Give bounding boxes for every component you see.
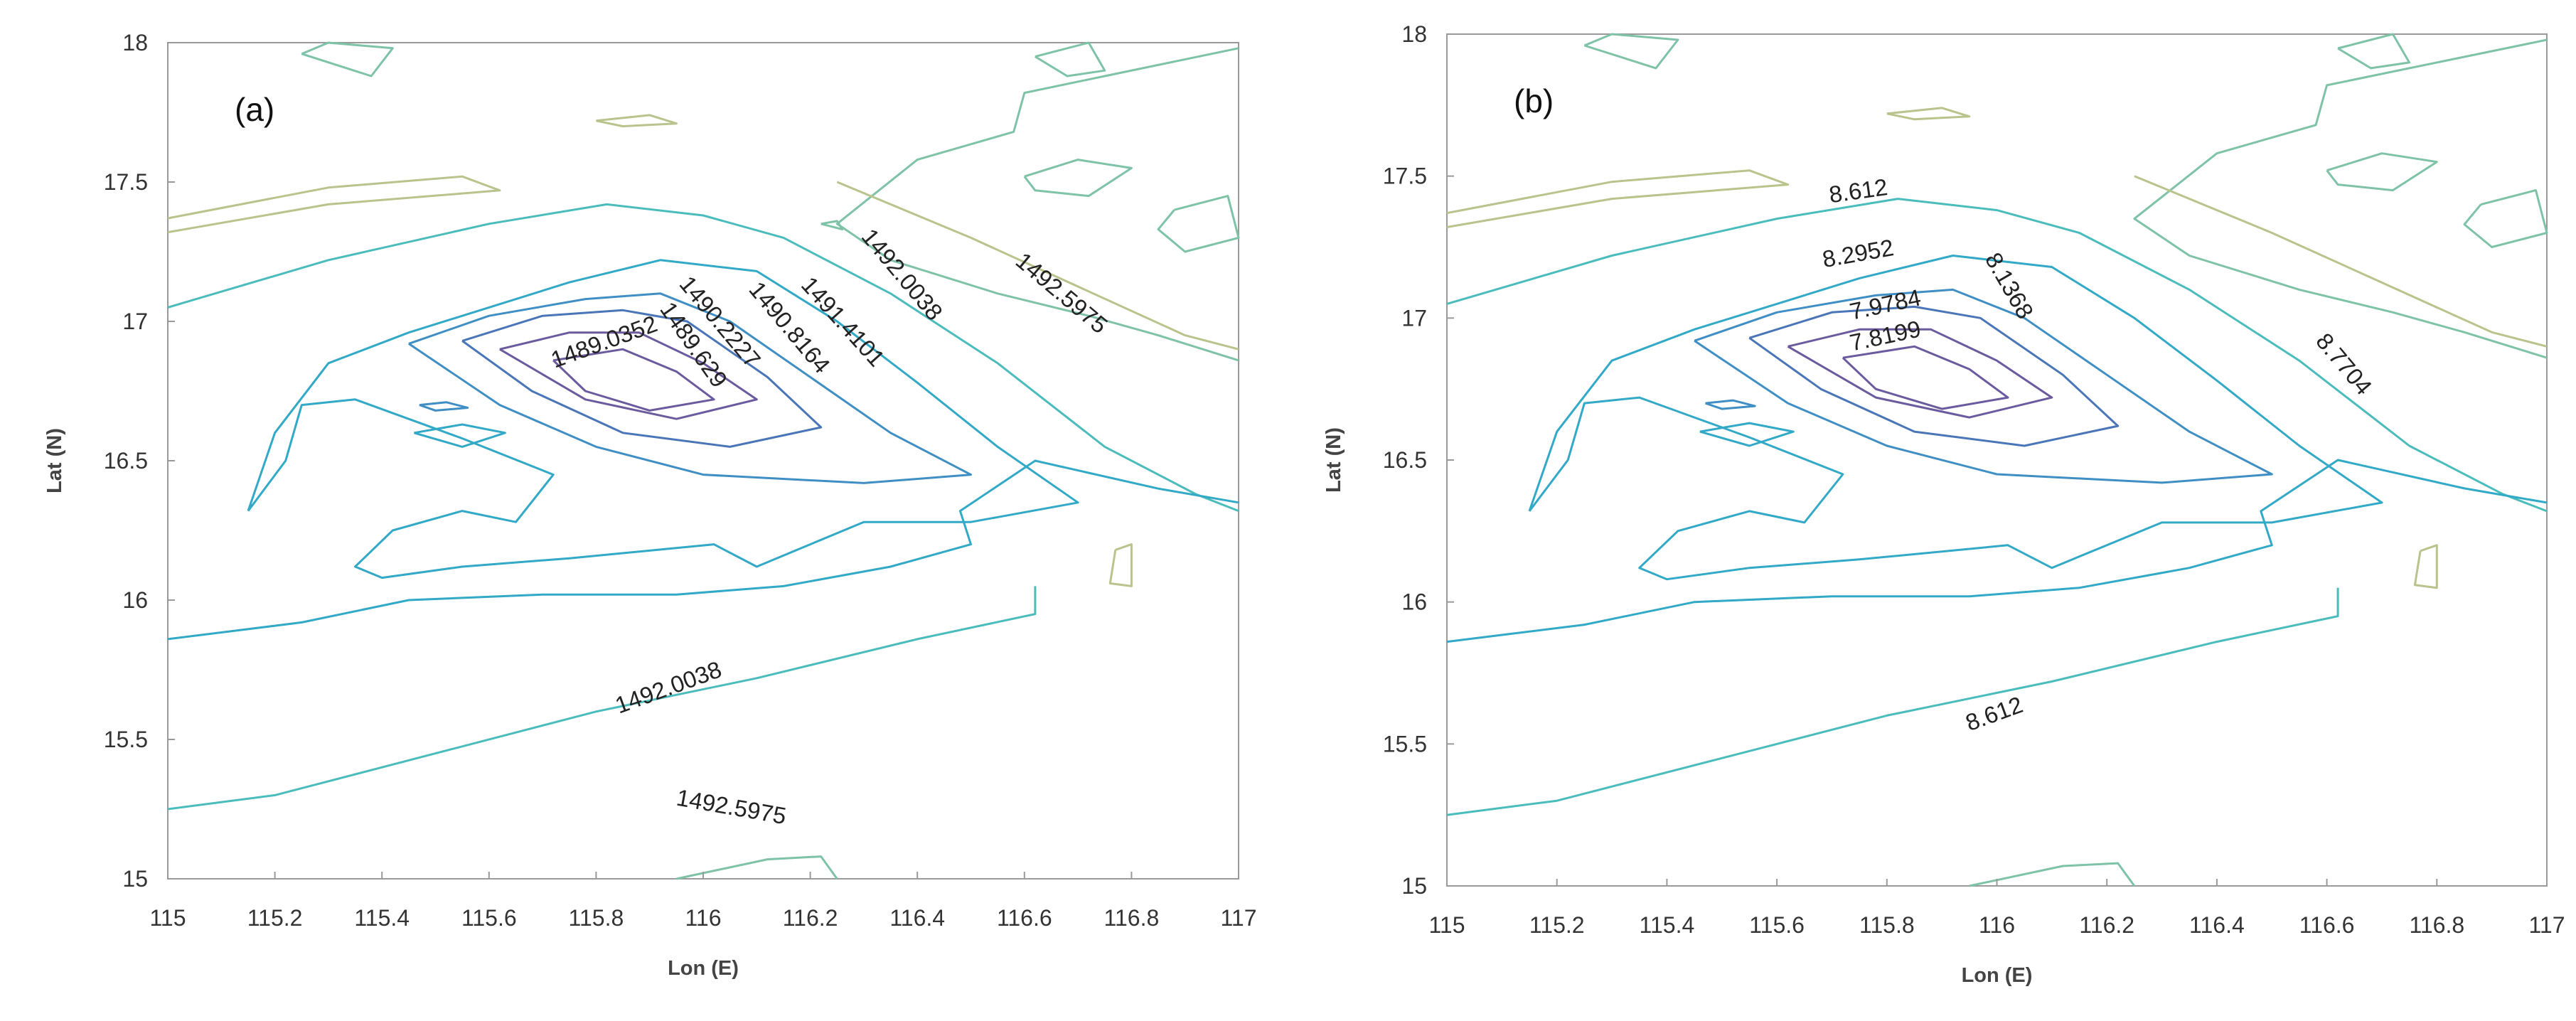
panel-b-xtick-label: 116.8 [2409,912,2464,938]
panel-b-ytick-label: 16.5 [1383,447,1427,473]
panel-a-contour-line-2 [596,114,678,128]
panel-a-contour-line-4 [676,855,838,880]
panel-b-xtick-label: 115.2 [1529,912,1585,938]
panel-a-xtick-label: 115.6 [461,905,517,931]
panel-b-contour-line-7 [1446,459,2548,643]
panel-b-contour-line-8 [1446,587,2339,816]
panel-a-xtick-label: 116.4 [889,905,945,931]
panel-a-contour-line-11 [461,309,823,448]
panel-b-ytick-label: 18 [1401,21,1427,47]
panel-a-contour-line-21 [821,220,844,231]
panel-b-xtick-label: 117 [2528,912,2565,938]
panel-a-ytick-label: 15 [122,866,148,892]
panel-b-contour-line-17 [1583,33,1679,70]
panel-a-ytick-label: 18 [122,30,148,55]
panel-b-xtick-label: 115.4 [1640,912,1695,938]
panel-b-ytick-label: 17 [1401,305,1427,331]
panel-b-ytick-label: 15.5 [1383,731,1427,757]
panel-a-ytick-label: 16.5 [104,448,148,474]
panel-b-contour-line-12 [1787,328,2053,419]
panel-b-chart: 115 115.2 115.4 115.6 115.8 116 116.2 116.4 116.… [1322,21,2565,987]
panel-b-xtick-label: 115 [1428,912,1465,938]
panel-b-contour-line-5 [2134,175,2548,348]
panel-b-xtick-label: 116.2 [2079,912,2134,938]
panel-b-contour-line-18 [2463,189,2548,248]
panel-a-y-axis-label: Lat (N) [43,428,66,493]
panel-b-contour-line-3 [2133,38,2548,359]
panel-b-ytick-label: 17.5 [1383,164,1427,189]
panel-b-plot-frame [1446,33,2548,887]
panel-a-xtick-label: 116.2 [783,905,838,931]
panel-b-contour-line-1 [1446,169,1790,228]
panel-b-xtick-label: 115.6 [1749,912,1805,938]
panel-a-xtick-label: 117 [1220,905,1256,931]
panel-b-contour-line-9 [1528,255,2383,581]
panel-b-contour-line-16 [2326,152,2438,192]
panel-b-contour-line-13 [1842,345,2009,410]
panel-a-plot-frame [167,42,1239,880]
panel-a-contour-line-7 [167,459,1239,641]
panel-b-contour-line-2 [1886,107,1971,121]
panel-b-y-axis-label: Lat (N) [1322,427,1345,493]
panel-a-contour-line-10 [408,292,972,484]
panel-a-contour-line-15 [413,423,506,448]
panel-a-xtick-label: 116.6 [997,905,1052,931]
panel-b-contour-line-15 [1699,422,1795,447]
panel-a-contour-line-19 [1035,41,1106,77]
panel-a-ytick-label: 15.5 [104,727,148,752]
panel-b-contour-line-20 [2413,544,2438,589]
panel-a-xtick-label: 116 [685,905,721,931]
panel-a-contour-line-1 [167,175,501,234]
panel-b-x-axis-label: Lon (E) [1962,964,2033,987]
panel-a-ytick-label: 17 [122,309,148,334]
panel-b-contour-line-14 [1705,399,1756,410]
panel-b-xtick-label: 116.4 [2189,912,2245,938]
panel-b-xtick-label: 116 [1979,912,2015,938]
panel-a-contour-line-8 [167,586,1037,811]
panel-a-contour-line-17 [301,41,394,77]
panel-b-contour-line-6 [1446,198,2548,513]
panel-a-contour-line-18 [1157,195,1240,253]
panel-b-contour-line-10 [1694,288,2273,484]
panel-a-chart: 115 115.2 115.4 115.6 115.8 116 116.2 116.4 116.… [43,30,1257,980]
panel-b-contour-line-11 [1748,305,2120,447]
panel-a-xtick-label: 115 [149,905,186,931]
panel-b-ytick-label: 15 [1401,873,1427,899]
panel-a-xtick-label: 115.2 [247,905,303,931]
panel-b-ytick-label: 16 [1401,589,1427,615]
panel-b-contour-line-4 [1969,862,2136,887]
panel-a-contour-line-20 [1108,543,1133,587]
panel-a-xtick-label: 115.8 [569,905,624,931]
panel-a-contour-line-13 [552,348,715,412]
panel-a-x-axis-label: Lon (E) [668,957,739,980]
panel-a-contour-line-9 [247,259,1079,579]
panel-a-contour-line-14 [419,401,469,412]
panel-a-ytick-label: 17.5 [104,169,148,195]
panel-a-panel-label: (a) [235,91,274,128]
panel-a-contour-line-3 [835,47,1239,362]
panel-b-xtick-label: 115.8 [1859,912,1915,938]
panel-a-contour-line-16 [1023,159,1133,198]
panel-b-contour-line-19 [2337,33,2411,70]
panel-a-contour-line-5 [836,181,1239,351]
panel-a-ytick-label: 16 [122,587,148,613]
panel-b-xtick-label: 116.6 [2299,912,2355,938]
panel-a-xtick-label: 116.8 [1104,905,1160,931]
panel-a-contour-line-12 [499,331,758,420]
panel-a-contour-line-6 [167,203,1239,512]
panel-b-panel-label: (b) [1514,82,1554,119]
panel-a-xtick-label: 115.4 [354,905,410,931]
